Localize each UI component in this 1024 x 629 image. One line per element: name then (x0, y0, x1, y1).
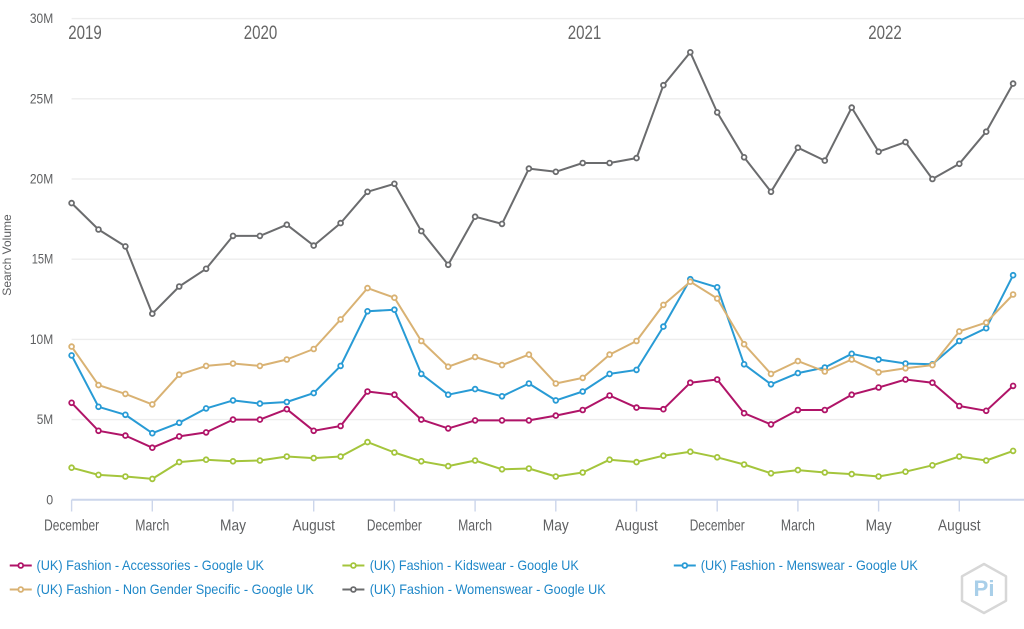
svg-text:5M: 5M (37, 411, 54, 427)
svg-text:December: December (690, 518, 745, 535)
svg-text:0: 0 (46, 491, 53, 507)
svg-text:March: March (135, 518, 169, 535)
svg-text:May: May (543, 518, 569, 535)
svg-text:2021: 2021 (568, 23, 602, 44)
svg-text:March: March (458, 518, 492, 535)
svg-text:(UK) Fashion - Accessories - G: (UK) Fashion - Accessories - Google UK (37, 557, 265, 573)
svg-text:December: December (367, 518, 422, 535)
svg-text:August: August (938, 518, 981, 535)
svg-text:August: August (615, 518, 658, 535)
svg-text:December: December (44, 518, 99, 535)
svg-text:(UK) Fashion - Womenswear - Go: (UK) Fashion - Womenswear - Google UK (370, 581, 607, 597)
svg-text:2019: 2019 (68, 23, 102, 44)
svg-text:10M: 10M (30, 331, 53, 347)
svg-text:August: August (292, 518, 335, 535)
svg-text:25M: 25M (30, 90, 53, 106)
svg-text:May: May (220, 518, 246, 535)
svg-text:March: March (781, 518, 815, 535)
svg-text:May: May (866, 518, 892, 535)
svg-text:15M: 15M (32, 251, 54, 267)
svg-text:Pi: Pi (974, 576, 995, 601)
svg-text:(UK) Fashion - Non Gender Spec: (UK) Fashion - Non Gender Specific - Goo… (37, 581, 315, 597)
svg-text:20M: 20M (30, 171, 53, 187)
svg-text:30M: 30M (30, 10, 53, 26)
svg-text:Search Volume: Search Volume (0, 214, 14, 296)
svg-text:(UK) Fashion - Kidswear - Goog: (UK) Fashion - Kidswear - Google UK (370, 557, 580, 573)
svg-text:(UK) Fashion - Menswear - Goog: (UK) Fashion - Menswear - Google UK (701, 557, 919, 573)
svg-text:2022: 2022 (868, 23, 902, 44)
svg-text:2020: 2020 (244, 23, 278, 44)
